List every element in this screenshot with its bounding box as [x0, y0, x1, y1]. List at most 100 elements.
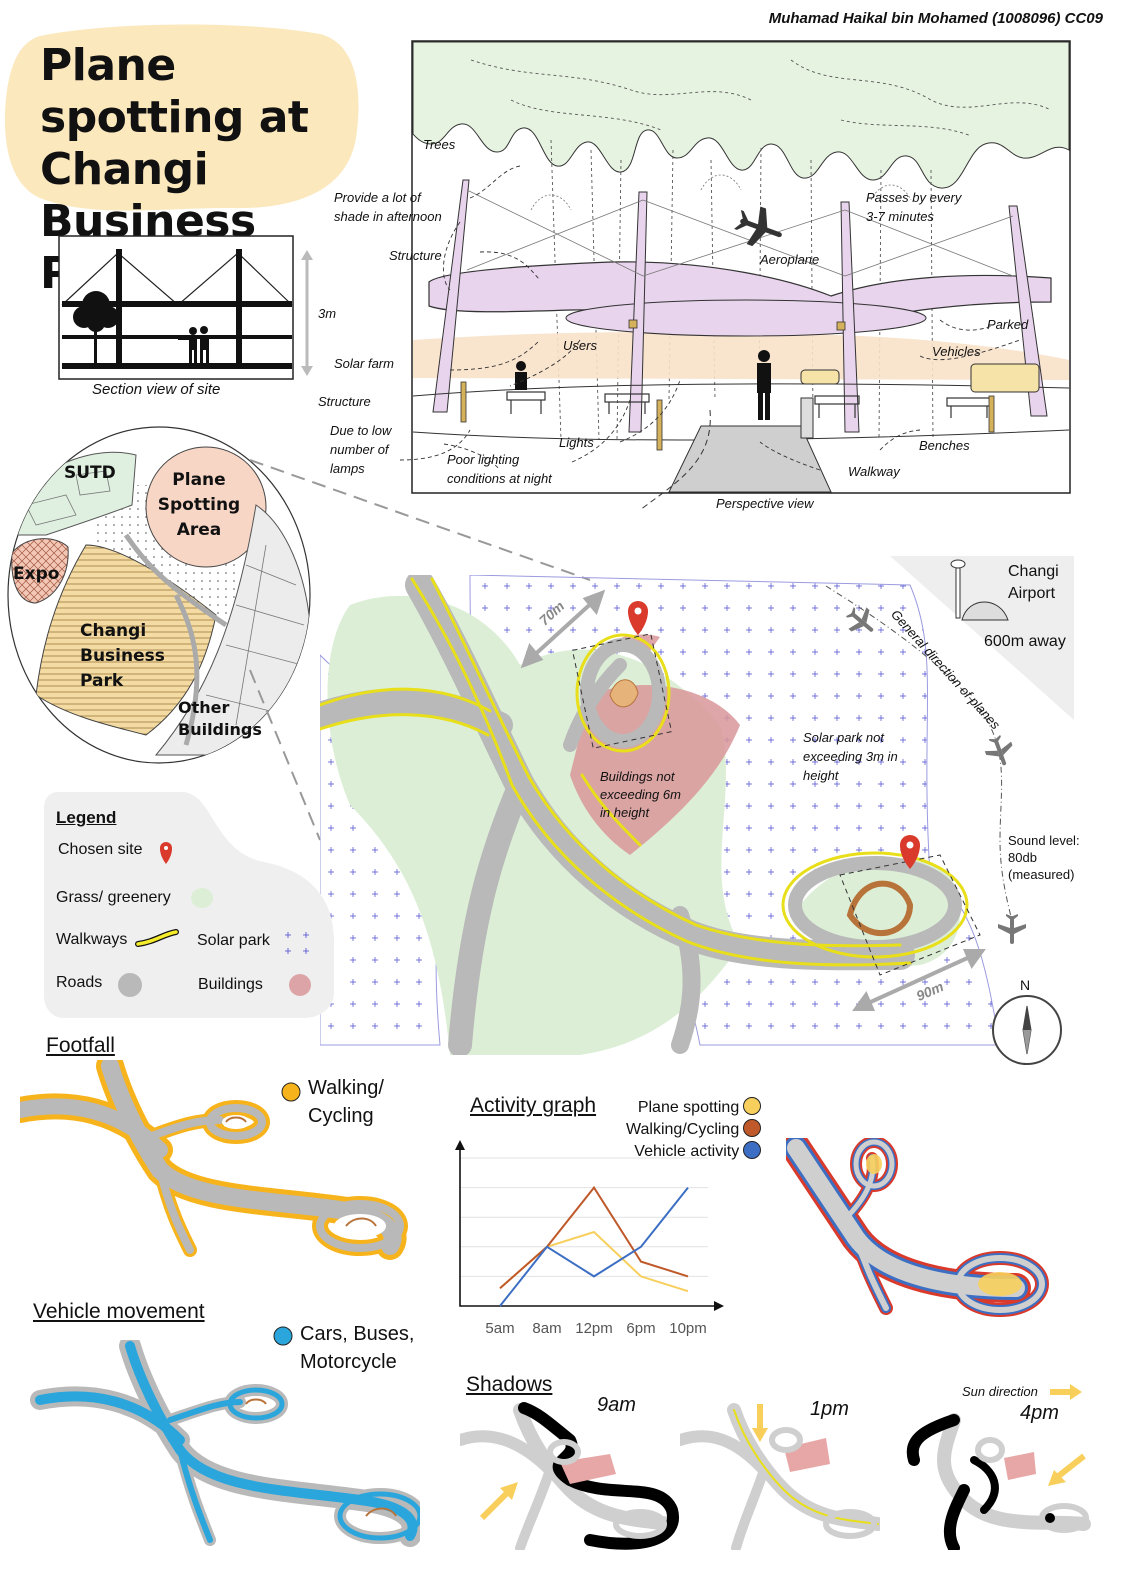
series-line-plane-spotting [499, 1230, 689, 1293]
label-low-lamps: Due to low number of lamps [330, 423, 392, 476]
x-tick-label: 10pm [669, 1320, 707, 1337]
x-axis-arrow [714, 1301, 724, 1311]
vehicle-header: Vehicle movement [33, 1300, 205, 1323]
legend-entry-label: Walking/Cycling [626, 1121, 740, 1138]
vehicle-diagram [30, 1340, 420, 1547]
label-parked: Parked [987, 317, 1029, 332]
lamp-icons [460, 319, 995, 451]
footfall-header: Footfall [46, 1034, 115, 1057]
section-view [58, 235, 294, 380]
sun-direction-arrow [1050, 1384, 1082, 1400]
legend-grass: Grass/ greenery [56, 889, 171, 906]
site-map [320, 575, 1001, 1055]
legend-entry-label: Plane spotting [637, 1099, 740, 1116]
legend-buildings: Buildings [198, 976, 263, 993]
buildings-note: Buildings not exceeding 6m in height [600, 769, 681, 820]
activity-legend: Plane spotting Walking/Cycling Vehicle act… [626, 1097, 762, 1163]
activity-graph-title: Activity graph [470, 1094, 597, 1117]
title-blob [4, 24, 359, 211]
plane-icon-1 [845, 607, 874, 632]
sun-direction-label: Sun direction [962, 1384, 1038, 1399]
aeroplane-icon [734, 206, 782, 247]
height-arrow [301, 250, 313, 376]
tree-icon [73, 291, 119, 365]
perspective-view [411, 40, 1071, 494]
label-aeroplane: Aeroplane [760, 252, 820, 267]
legend-entry: Plane spotting [626, 1097, 762, 1119]
shadow-panel-9am [460, 1402, 679, 1550]
activity-xticks: 5am 8am 12pm 6pm 10pm [448, 1318, 738, 1342]
author-line: Muhamad Haikal bin Mohamed (1008096) CC0… [768, 10, 1103, 27]
airport-distance: 600m away [984, 633, 1066, 650]
vehicle-icons [800, 363, 1040, 393]
legend-dot [743, 1141, 762, 1159]
shadow-panel-4pm [906, 1413, 1091, 1550]
flight-path [825, 585, 1026, 944]
legend-dot [743, 1097, 762, 1115]
plane-icon-3 [998, 914, 1026, 944]
context-map [7, 426, 311, 764]
label-benches: Benches [919, 438, 970, 453]
bench-icons [506, 391, 992, 418]
context-other: Other Buildings [178, 698, 262, 739]
x-tick-label: 8am [532, 1320, 562, 1337]
y-axis-arrow [455, 1140, 465, 1150]
shadow-time-9am: 9am [597, 1394, 636, 1416]
perspective-leaders [399, 165, 1021, 510]
airport-name: Changi Airport [1008, 563, 1059, 602]
shadow-time-4pm: 4pm [1020, 1402, 1059, 1424]
footfall-key-dot [281, 1082, 301, 1102]
chosen-site-pin-1 [628, 601, 648, 635]
label-poor-lighting: Poor lighting conditions at night [447, 452, 552, 486]
legend-entry: Vehicle activity [626, 1141, 762, 1163]
legend-roads: Roads [56, 974, 103, 991]
label-shade: Provide a lot of shade in afternoon [334, 190, 442, 224]
chart-axes [459, 1144, 718, 1307]
north-label: N [1020, 977, 1031, 993]
x-tick-label: 6pm [626, 1320, 656, 1337]
label-structure-top: Structure [389, 248, 442, 263]
context-sutd: SUTD [64, 463, 116, 483]
vehicle-key-dot [273, 1326, 293, 1346]
label-solar-farm: Solar farm [334, 356, 394, 371]
solar-note: Solar park not exceeding 3m in height [803, 730, 898, 783]
legend-entry: Walking/Cycling [626, 1119, 762, 1141]
perspective-caption: Perspective view [716, 496, 814, 511]
label-trees: Trees [423, 137, 456, 152]
label-passes: Passes by every 3-7 minutes [866, 190, 962, 224]
north-compass [992, 995, 1062, 1065]
legend-dot [743, 1119, 762, 1137]
context-expo: Expo [13, 564, 60, 584]
chosen-site-pin-2 [900, 835, 920, 869]
shadow-time-1pm: 1pm [810, 1398, 849, 1420]
label-users: Users [563, 338, 597, 353]
legend-solar-park: Solar park [197, 932, 270, 949]
sound-level: Sound level: 80db (measured) [1008, 833, 1080, 882]
footfall-key: Walking/ Cycling [308, 1077, 384, 1127]
legend-title: Legend [56, 808, 117, 827]
plane-icon-2 [984, 734, 1013, 766]
series-line-walking-cycling [499, 1185, 689, 1289]
airport-panel [890, 556, 1074, 720]
legend-chosen-site: Chosen site [58, 841, 143, 858]
label-walkway: Walkway [848, 464, 900, 479]
shadows-header: Shadows [466, 1373, 553, 1396]
people-icon [178, 326, 209, 363]
context-connectors [249, 459, 591, 841]
height-label: 3m [318, 306, 337, 321]
activity-chart [455, 1140, 724, 1311]
legend-entry-label: Vehicle activity [634, 1143, 740, 1160]
label-structure-bottom: Structure [318, 394, 371, 409]
label-lights: Lights [559, 435, 594, 450]
control-tower-icon [950, 559, 1009, 621]
activity-overlay-map [786, 1138, 1049, 1317]
shadow-panel-1pm [680, 1403, 880, 1550]
legend-walkways: Walkways [56, 931, 128, 948]
vehicle-key: Cars, Buses, Motorcycle [300, 1323, 415, 1373]
context-cbp: Changi Business Park [80, 621, 165, 691]
legend-panel [44, 792, 334, 1018]
x-tick-label: 12pm [575, 1320, 613, 1337]
x-tick-label: 5am [485, 1320, 515, 1337]
section-caption: Section view of site [92, 381, 221, 398]
footfall-diagram [20, 1060, 408, 1260]
